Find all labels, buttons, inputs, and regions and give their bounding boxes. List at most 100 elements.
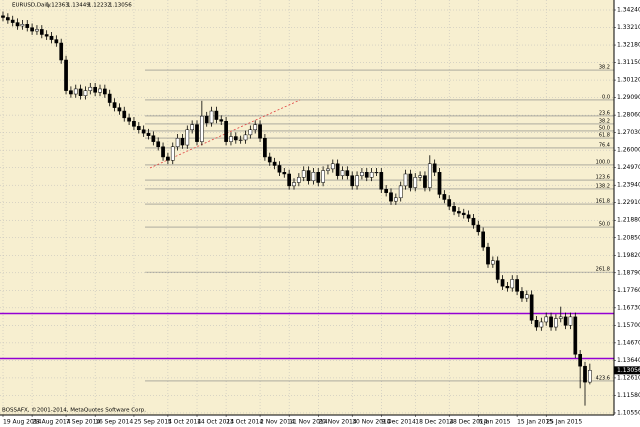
- y-tick-label: 1.23940: [617, 182, 640, 189]
- candle-body: [423, 175, 427, 188]
- fibo-label: 38.2: [599, 118, 610, 124]
- candle-body: [515, 279, 519, 292]
- candle-body: [170, 146, 175, 161]
- candle-body: [185, 129, 190, 146]
- candle-body: [175, 138, 180, 148]
- fibo-label: 0.0: [602, 94, 610, 100]
- candle-body: [200, 115, 204, 142]
- candle-body: [69, 90, 73, 95]
- x-tick-label: 25 Sep 2014: [134, 419, 172, 426]
- candle-body: [35, 29, 39, 32]
- candle-body: [219, 119, 224, 122]
- candle-body: [427, 163, 432, 188]
- candle-body: [190, 124, 195, 130]
- x-tick-label: 25 Jan 2015: [546, 419, 582, 426]
- candle-body: [588, 370, 592, 383]
- header-close: 1.13056: [109, 3, 132, 9]
- x-tick-label: 28 Aug 2014: [32, 419, 71, 426]
- plot-area: [0, 0, 614, 415]
- candle-body: [229, 136, 233, 142]
- footer: BOSSAFX, ©2001-2014, MetaQuotes Software…: [2, 407, 146, 414]
- candle-body: [78, 88, 83, 96]
- y-tick-label: 1.16730: [617, 304, 640, 311]
- candle-body: [563, 316, 568, 326]
- candle-body: [93, 86, 98, 93]
- candle-body: [500, 279, 505, 287]
- candle-body: [73, 88, 78, 95]
- candle-body: [83, 90, 88, 96]
- candle-body: [136, 126, 141, 130]
- candle-body: [364, 172, 369, 178]
- candle-body: [112, 102, 117, 108]
- candle-body: [98, 88, 102, 93]
- candle-body: [49, 35, 54, 40]
- header-open: 1.12363: [46, 3, 69, 9]
- candle-body: [39, 29, 44, 35]
- x-tick-label: 7 Sep 2014: [66, 419, 100, 426]
- y-tick-label: 1.26000: [617, 147, 640, 154]
- x-tick-label: 19 Aug 2014: [3, 419, 42, 426]
- candle-body: [495, 260, 500, 280]
- candle-body: [166, 156, 170, 161]
- y-tick-label: 1.14670: [617, 339, 640, 346]
- candle-body: [88, 86, 93, 91]
- grid: [0, 0, 614, 415]
- y-tick-label: 1.13640: [617, 357, 640, 364]
- candle-body: [578, 354, 582, 367]
- price-box: [614, 366, 640, 375]
- candle-body: [335, 163, 340, 176]
- x-tick-label: 6 Jan 2015: [478, 419, 510, 426]
- candle-body: [394, 197, 398, 202]
- y-tick-label: 1.34240: [617, 7, 640, 14]
- candle-body: [321, 170, 325, 183]
- candle-body: [204, 115, 209, 124]
- candle-body: [15, 22, 20, 27]
- candle-body: [413, 177, 418, 188]
- candle-body: [457, 211, 461, 214]
- candle-body: [243, 134, 248, 141]
- candle-body: [151, 135, 156, 142]
- candle-body: [486, 246, 490, 265]
- x-tick-label: 5 Oct 2014: [168, 419, 201, 426]
- candle-body: [316, 172, 321, 183]
- candle-body: [534, 320, 539, 328]
- candle-body: [127, 117, 131, 122]
- candle-body: [233, 136, 238, 141]
- x-tick-label: 28 Dec 2014: [449, 419, 488, 426]
- candle-body: [447, 199, 452, 207]
- candle-body: [253, 124, 258, 130]
- candle-body: [263, 138, 267, 158]
- candle-body: [432, 163, 437, 173]
- candle-body: [287, 173, 291, 187]
- fibo-label: 138.2: [596, 183, 610, 189]
- candle-body: [573, 316, 578, 355]
- fibo-label: 423.6: [596, 375, 610, 381]
- candle-body: [442, 194, 447, 200]
- candle-body: [340, 170, 345, 176]
- candle-body: [505, 285, 510, 289]
- candle-body: [297, 177, 301, 183]
- fibo-label: 261.8: [596, 267, 610, 273]
- candle-body: [461, 212, 466, 216]
- candle-body: [272, 161, 277, 166]
- x-tick-label: 30 Nov 2014: [352, 419, 391, 426]
- candle-body: [209, 110, 214, 124]
- fibo-label: 50.0: [599, 222, 610, 228]
- candle-body: [583, 365, 587, 383]
- fibo-label: 123.6: [596, 175, 610, 181]
- candle-body: [301, 170, 306, 178]
- candle-body: [103, 88, 107, 95]
- y-tick-label: 1.29090: [617, 94, 640, 101]
- x-tick-label: 14 Oct 2014: [197, 419, 234, 426]
- candle-body: [466, 214, 471, 219]
- y-tick-label: 1.17760: [617, 287, 640, 294]
- candle-body: [117, 107, 122, 112]
- y-tick-label: 1.10550: [617, 409, 640, 416]
- y-tick-label: 1.27030: [617, 129, 640, 136]
- header-high: 1.13449: [67, 3, 90, 9]
- y-tick-label: 1.31150: [617, 59, 640, 66]
- candle-body: [25, 24, 30, 28]
- candle-body: [224, 120, 228, 142]
- fibo-label: 61.8: [599, 133, 610, 139]
